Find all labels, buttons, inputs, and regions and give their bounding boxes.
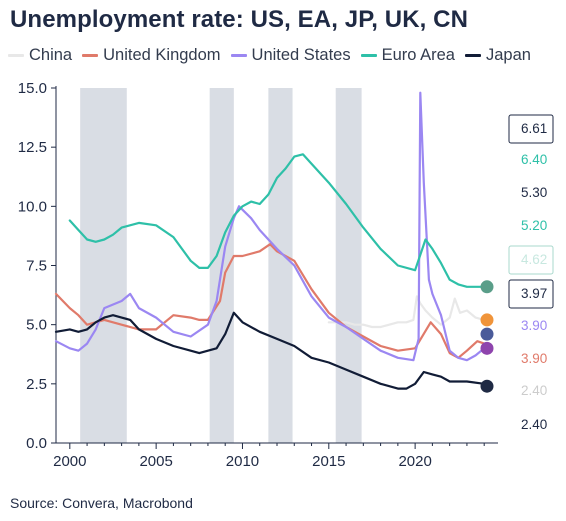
value-label: 4.62 [521,252,547,267]
value-label: 2.40 [521,417,547,432]
series-line-japan [54,311,486,390]
y-tick-label: 0.0 [26,435,47,452]
legend-label: China [29,46,73,64]
value-label-box [508,245,554,275]
end-marker-china [480,313,494,327]
legend-swatch [230,54,247,57]
x-tick-label: 2005 [139,453,172,470]
end-marker-euro-area [480,280,494,294]
legend-item-united-states: United States [230,46,351,65]
series-line-united-states [54,91,486,362]
legend-item-united-kingdom: United Kingdom [82,46,221,65]
series-line-china [327,295,486,329]
legend-label: United Kingdom [103,46,221,64]
legend-item-japan: Japan [464,46,531,65]
y-tick-label: 7.5 [26,258,47,275]
legend-label: Euro Area [381,46,455,64]
legend-swatch [82,54,99,57]
series-line-euro-area [68,153,486,288]
end-marker-japan [480,379,494,393]
end-marker-united-kingdom [480,341,494,355]
x-tick-label: 2000 [53,453,86,470]
end-marker-united-states [480,327,494,341]
legend-swatch [8,54,24,57]
y-tick-label: 2.5 [26,376,47,393]
legend-label: United States [251,46,351,64]
legend-item-euro-area: Euro Area [360,46,455,65]
value-label: 3.97 [521,286,547,301]
value-label-box [508,114,554,144]
value-label: 5.20 [521,218,547,233]
y-tick-label: 5.0 [26,317,47,334]
recession-band [335,88,362,443]
value-label: 6.61 [521,121,547,136]
x-tick-label: 2015 [312,453,345,470]
chart-source: Source: Convera, Macrobond [10,495,193,511]
legend-swatch [464,54,481,57]
value-label: 6.40 [521,152,547,167]
y-tick-label: 12.5 [18,139,47,156]
y-tick-label: 10.0 [18,198,47,215]
chart-legend: China United Kingdom United States Euro Are… [8,46,541,65]
y-tick-label: 15.0 [18,80,47,97]
recession-band [80,88,127,443]
value-label: 2.40 [521,383,547,398]
legend-swatch [360,54,377,57]
value-label: 5.30 [521,185,547,200]
recession-band [268,88,293,443]
legend-item-china: China [8,46,72,65]
value-label: 3.90 [521,318,547,333]
legend-label: Japan [485,46,531,64]
x-tick-label: 2020 [398,453,431,470]
chart-title: Unemployment rate: US, EA, JP, UK, CN [10,6,469,33]
x-tick-label: 2010 [226,453,259,470]
value-label-box [508,279,554,309]
value-label: 3.90 [521,351,547,366]
series-line-united-kingdom [54,243,486,359]
